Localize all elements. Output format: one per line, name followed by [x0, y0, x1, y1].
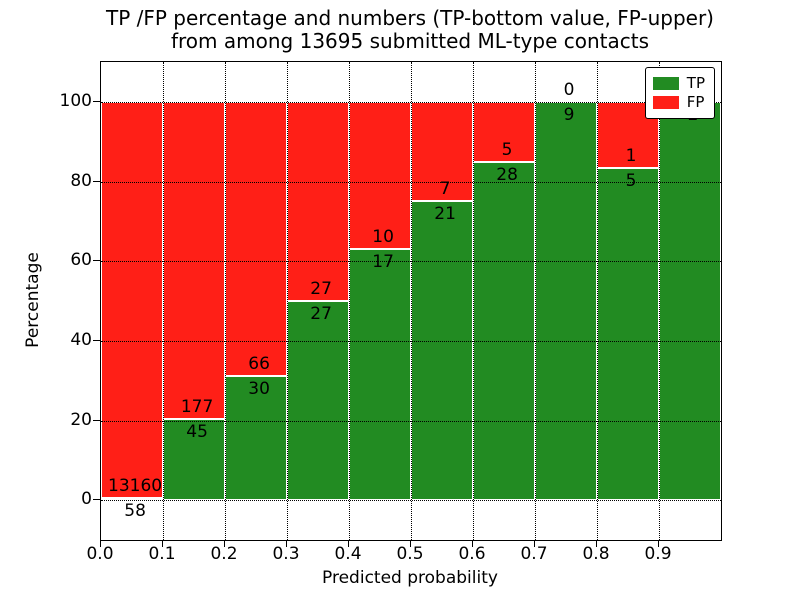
y-tick-label: 60 [70, 250, 92, 271]
x-tick-label: 0.1 [148, 544, 176, 564]
fp-count-label: 66 [248, 353, 270, 374]
fp-count-label: 10 [372, 227, 394, 248]
x-tick-label: 0.8 [582, 544, 610, 564]
gridline-vertical [535, 62, 536, 540]
fp-count-label: 27 [310, 279, 332, 299]
bar-tp-segment [349, 249, 411, 501]
bar-tp-segment [535, 101, 597, 501]
gridline-vertical [659, 62, 660, 540]
x-tick-label: 0.9 [644, 544, 672, 564]
x-tick-label: 0.7 [520, 544, 548, 564]
fp-count-label: 0 [563, 79, 575, 100]
x-axis-tick [162, 540, 163, 547]
tp-count-label: 45 [186, 422, 208, 443]
x-tick-label: 0.4 [334, 544, 362, 564]
fp-count-label: 7 [439, 179, 451, 200]
bar-fp-segment [101, 101, 163, 499]
x-axis-tick [472, 540, 473, 547]
tp-count-label: 5 [625, 171, 637, 192]
x-axis-tick [286, 540, 287, 547]
legend: TP FP [644, 67, 715, 119]
bar-tp-segment [473, 162, 535, 501]
x-axis-tick [410, 540, 411, 547]
gridline-vertical [473, 62, 474, 540]
fp-count-label: 1 [625, 146, 637, 167]
x-axis-tick [348, 540, 349, 547]
y-tick-label: 100 [59, 90, 92, 111]
x-tick-label: 0.0 [86, 544, 114, 564]
y-axis-tick [93, 419, 100, 421]
y-axis-tick [93, 100, 100, 102]
bar-tp-segment [659, 101, 721, 501]
x-axis-label: Predicted probability [322, 568, 498, 588]
legend-swatch-tp [652, 77, 679, 90]
bar-tp-segment [411, 201, 473, 501]
legend-row-fp: FP [652, 93, 705, 111]
gridline-vertical [411, 62, 412, 540]
y-tick-label: 0 [81, 489, 92, 510]
gridline-vertical [163, 62, 164, 540]
tp-count-label: 30 [248, 378, 270, 399]
legend-row-tp: TP [652, 74, 705, 92]
x-axis-tick [596, 540, 597, 547]
y-axis-label: Percentage [23, 252, 43, 348]
x-tick-label: 0.6 [458, 544, 486, 564]
tp-count-label: 28 [496, 165, 518, 186]
legend-swatch-fp [652, 96, 679, 109]
bar-tp-segment [597, 168, 659, 501]
bar-fp-segment [225, 101, 287, 376]
fp-count-label: 177 [180, 397, 214, 418]
chart-title-line2: from among 13695 submitted ML-type conta… [170, 29, 650, 53]
y-axis-tick [93, 260, 100, 262]
fp-count-label: 13160 [108, 476, 163, 497]
bar-fp-segment [349, 101, 411, 250]
y-axis-tick [93, 339, 100, 341]
y-axis-tick [93, 499, 100, 501]
tp-count-label: 21 [434, 204, 456, 225]
x-axis-tick [658, 540, 659, 547]
gridline-vertical [349, 62, 350, 540]
x-tick-label: 0.5 [396, 544, 424, 564]
tp-count-label: 27 [310, 304, 332, 324]
y-axis-tick [93, 180, 100, 182]
fp-count-label: 5 [501, 140, 513, 161]
bar-tp-segment [163, 419, 225, 501]
y-tick-label: 40 [70, 329, 92, 350]
gridline-vertical [287, 62, 288, 540]
x-axis-tick [534, 540, 535, 547]
chart-title-line1: TP /FP percentage and numbers (TP-bottom… [106, 6, 714, 30]
bar-tp-segment [287, 301, 349, 501]
x-tick-label: 0.3 [272, 544, 300, 564]
gridline-vertical [597, 62, 598, 540]
plot-area: 131605817745663027271017721528091502 TP … [100, 61, 722, 541]
chart-title: TP /FP percentage and numbers (TP-bottom… [100, 7, 720, 53]
x-axis-tick [100, 540, 101, 547]
tp-count-label: 9 [563, 104, 575, 125]
gridline-vertical [225, 62, 226, 540]
legend-label-tp: TP [686, 74, 705, 92]
x-tick-label: 0.2 [210, 544, 238, 564]
tp-count-label: 58 [124, 501, 146, 522]
y-tick-label: 20 [70, 409, 92, 430]
bar-fp-segment [287, 101, 349, 301]
y-tick-label: 80 [70, 170, 92, 191]
bar-tp-segment [101, 498, 163, 501]
x-axis-tick [224, 540, 225, 547]
legend-label-fp: FP [686, 93, 705, 111]
tp-count-label: 17 [372, 252, 394, 273]
